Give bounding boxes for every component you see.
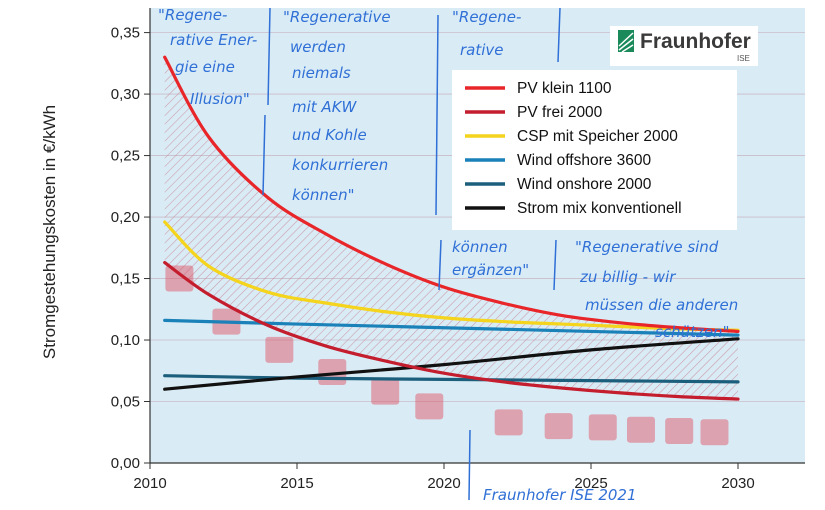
logo-sub: ISE <box>737 54 750 63</box>
svg-text:und Kohle: und Kohle <box>292 126 367 144</box>
y-tick-label: 0,05 <box>111 394 140 411</box>
legend-label: Wind onshore 2000 <box>517 176 652 193</box>
dash-mark <box>494 409 523 436</box>
y-tick-label: 0,30 <box>111 86 140 103</box>
x-tick-label: 2010 <box>133 475 166 492</box>
band-area <box>164 57 738 400</box>
series-lines <box>163 55 740 401</box>
svg-text:ergänzen": ergänzen" <box>452 261 529 279</box>
logo-icon <box>618 30 634 53</box>
series-line <box>163 337 740 391</box>
x-tick-label: 2020 <box>427 475 460 492</box>
x-tick-label: 2030 <box>721 475 754 492</box>
annotation-6: Fraunhofer ISE 2021 <box>468 429 637 504</box>
svg-text:rative: rative <box>460 41 504 59</box>
logo-name: Fraunhofer <box>640 30 751 53</box>
range-band <box>164 57 738 400</box>
svg-text:schützen": schützen" <box>655 323 729 341</box>
y-tick-label: 0,20 <box>111 209 140 226</box>
axes: 0,00 0,05 0,10 0,15 0,20 0,25 0,30 0,35 2010 2015… <box>111 8 805 492</box>
y-axis-label: Stromgestehungskosten in €/kWh <box>40 105 59 359</box>
svg-text:"Regenerative: "Regenerative <box>283 8 391 26</box>
svg-text:Fraunhofer ISE 2021: Fraunhofer ISE 2021 <box>483 486 637 504</box>
dash-mark <box>165 265 194 292</box>
svg-text:niemals: niemals <box>292 64 351 82</box>
annotation-5: "Regenerative sind zu billig - wir müsse… <box>575 238 738 341</box>
series-line <box>163 220 740 332</box>
y-tick-label: 0,35 <box>111 25 140 42</box>
annotation-4: können ergänzen" <box>438 238 557 291</box>
legend-label: CSP mit Speicher 2000 <box>517 128 678 145</box>
dash-mark <box>371 378 400 405</box>
fraunhofer-logo: Fraunhofer ISE <box>610 26 758 66</box>
svg-text:gie eine: gie eine <box>175 58 235 76</box>
x-tick-label: 2025 <box>574 475 607 492</box>
x-tick-label: 2015 <box>280 475 313 492</box>
legend-label: Wind offshore 3600 <box>517 152 652 169</box>
dash-mark <box>265 336 294 363</box>
svg-text:werden: werden <box>290 38 346 56</box>
y-tick-label: 0,10 <box>111 332 140 349</box>
svg-text:konkurrieren: konkurrieren <box>292 156 388 174</box>
series-line <box>163 260 740 401</box>
annotation-3: "Regene- rative <box>452 7 561 63</box>
dash-overlay <box>165 265 729 446</box>
dash-mark <box>588 414 617 441</box>
annotations: "Regene- rative Ener- gie eine Illusion"… <box>158 6 738 504</box>
y-tick-label: 0,00 <box>111 455 140 472</box>
svg-text:"Regenerative sind: "Regenerative sind <box>575 238 719 256</box>
dash-mark <box>700 419 729 446</box>
svg-text:rative Ener-: rative Ener- <box>170 31 257 49</box>
series-line <box>163 318 740 337</box>
svg-text:müssen die anderen: müssen die anderen <box>585 296 738 314</box>
dash-mark <box>544 413 573 440</box>
svg-text:zu billig - wir: zu billig - wir <box>579 268 676 286</box>
series-line <box>163 374 740 384</box>
legend: PV klein 1100 PV frei 2000 CSP mit Speiche… <box>452 70 737 230</box>
legend-label: Strom mix konventionell <box>517 200 682 217</box>
legend-label: PV frei 2000 <box>517 104 603 121</box>
annotation-2: "Regenerative werden niemals mit AKW und… <box>262 8 439 216</box>
svg-text:können: können <box>452 238 508 256</box>
dash-mark <box>665 418 694 445</box>
dash-mark <box>415 393 444 420</box>
y-tick-label: 0,15 <box>111 271 140 288</box>
svg-text:"Regene-: "Regene- <box>158 6 227 24</box>
svg-text:mit AKW: mit AKW <box>292 98 358 116</box>
dash-mark <box>626 416 655 443</box>
y-tick-label: 0,25 <box>111 148 140 165</box>
annotation-1: "Regene- rative Ener- gie eine Illusion" <box>158 6 271 108</box>
series-line <box>163 55 740 334</box>
legend-label: PV klein 1100 <box>517 80 612 97</box>
svg-text:Illusion": Illusion" <box>190 90 250 108</box>
svg-text:"Regene-: "Regene- <box>452 8 521 26</box>
svg-text:können": können" <box>292 186 355 204</box>
